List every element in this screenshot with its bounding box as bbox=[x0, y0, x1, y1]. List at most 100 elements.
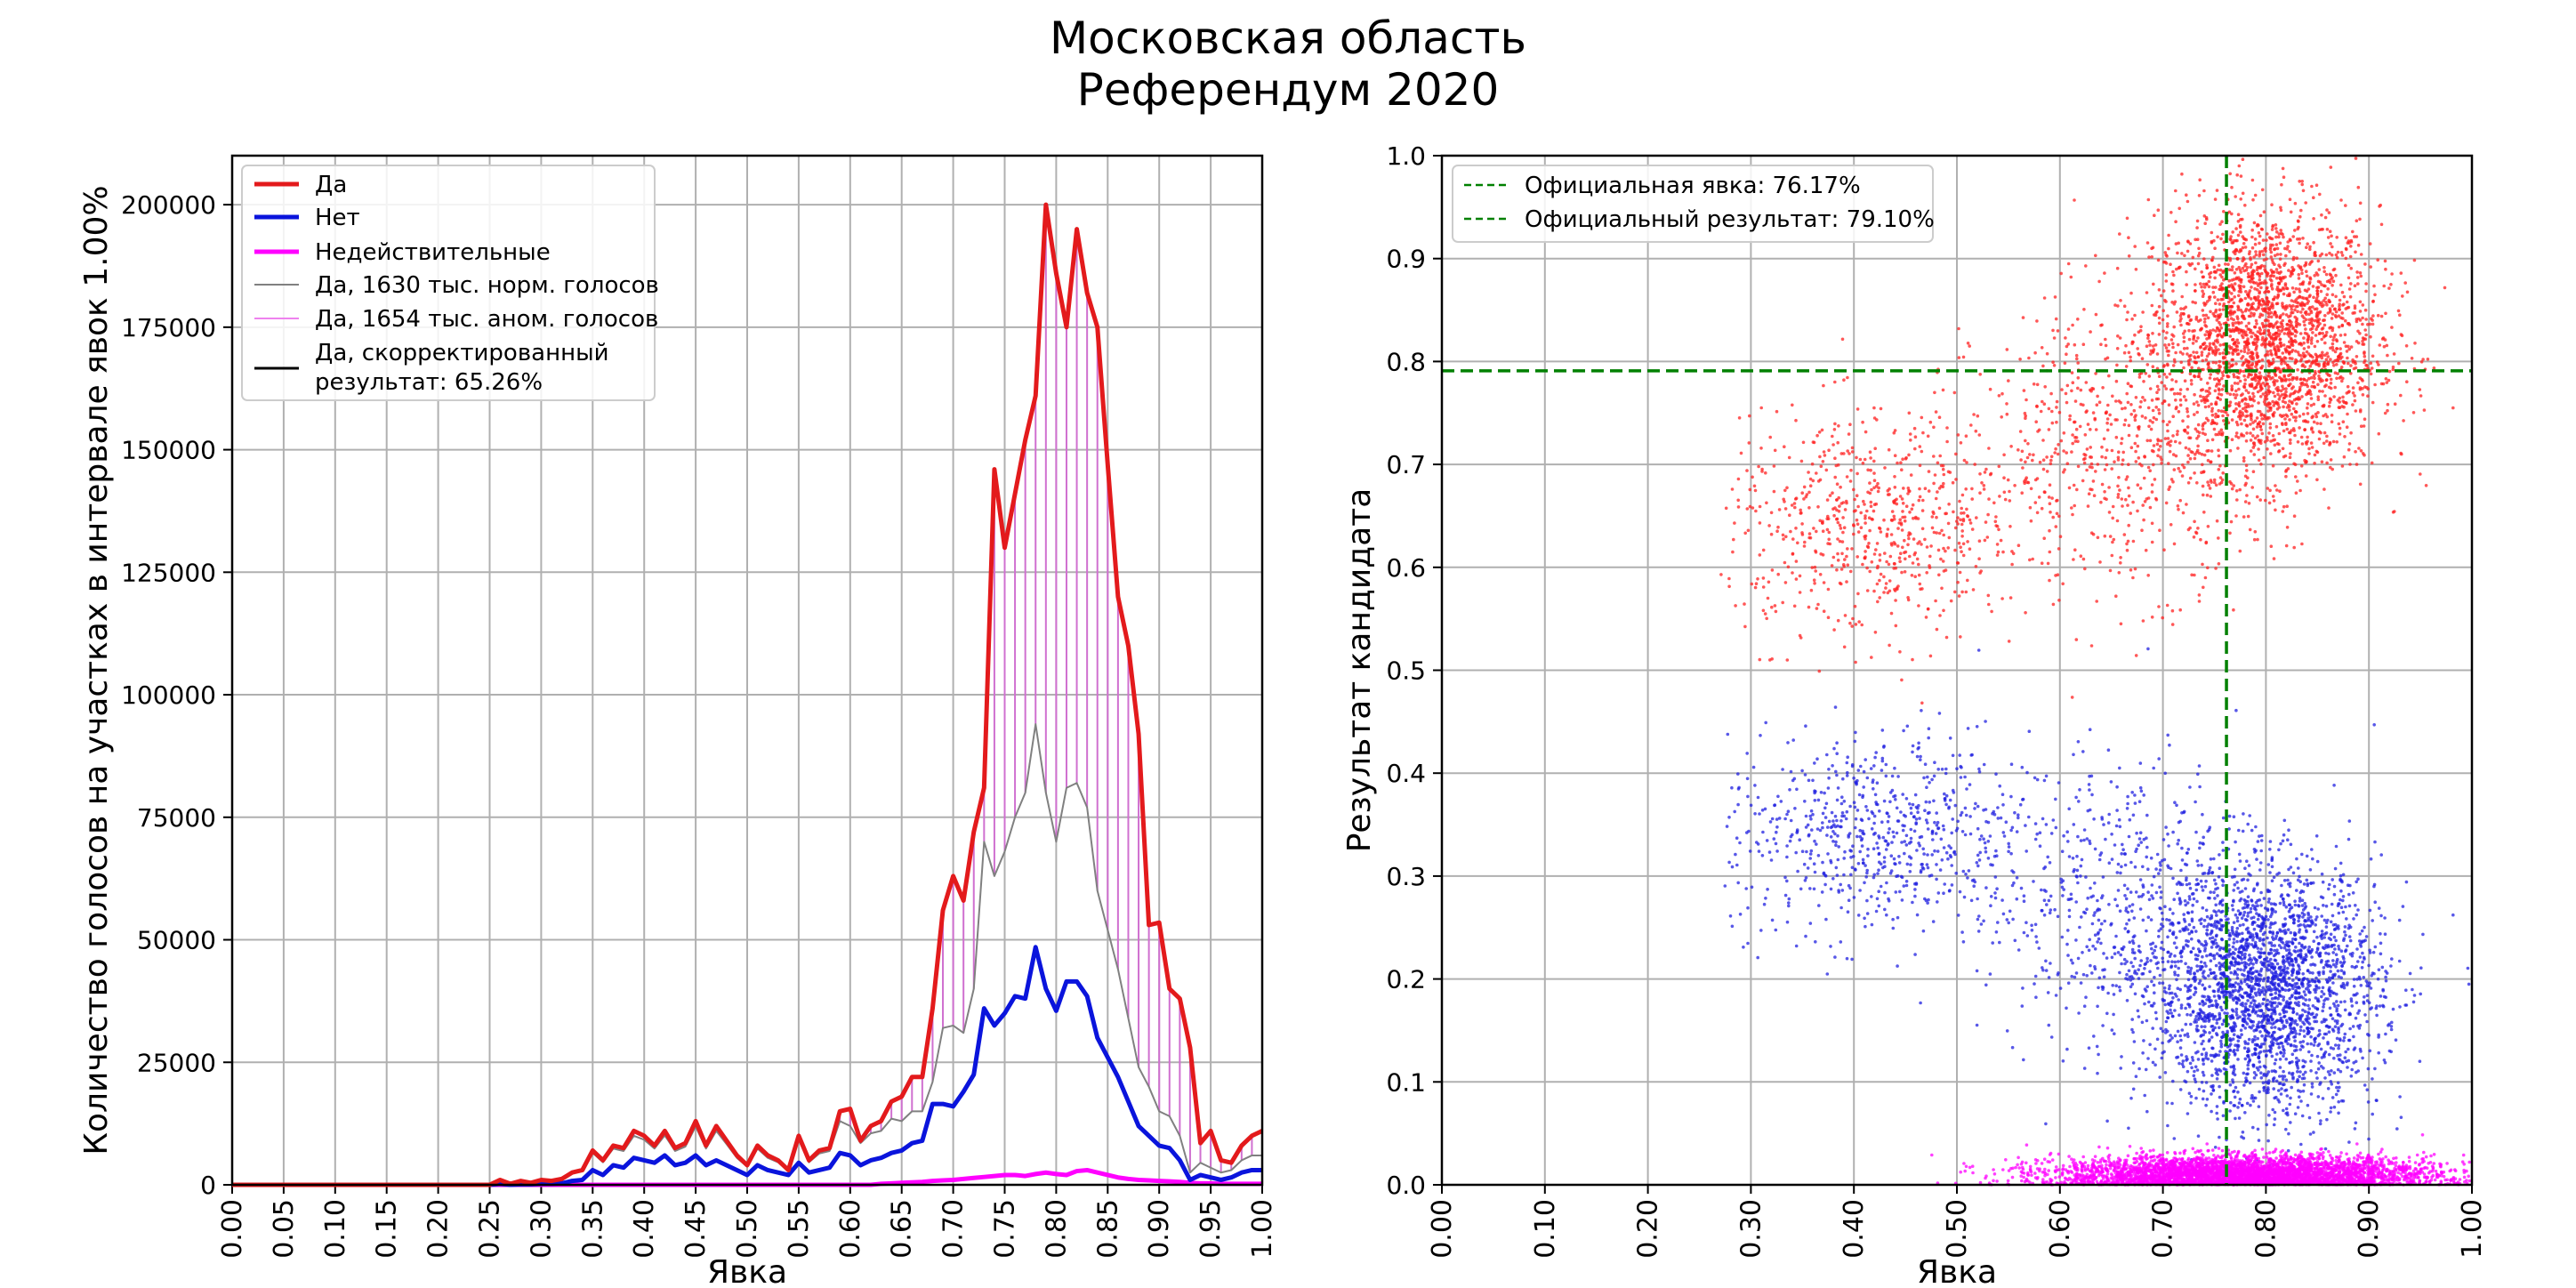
scatter-point bbox=[2235, 498, 2239, 502]
scatter-point bbox=[2241, 191, 2245, 196]
scatter-point bbox=[2252, 537, 2257, 542]
scatter-point bbox=[1884, 586, 1888, 590]
scatter-point bbox=[2242, 1046, 2247, 1050]
scatter-point bbox=[2055, 420, 2058, 424]
scatter-point bbox=[2247, 864, 2251, 867]
scatter-point bbox=[1746, 528, 1751, 533]
scatter-point bbox=[2256, 356, 2259, 359]
scatter-point bbox=[2070, 696, 2074, 699]
scatter-point bbox=[2282, 175, 2286, 179]
scatter-point bbox=[2258, 1090, 2261, 1094]
scatter-point bbox=[2364, 318, 2368, 321]
scatter-point bbox=[1836, 618, 1840, 623]
scatter-point bbox=[2121, 407, 2124, 411]
scatter-point bbox=[2250, 311, 2253, 315]
scatter-point bbox=[2190, 573, 2194, 577]
scatter-point bbox=[1864, 550, 1867, 553]
scatter-point bbox=[2337, 325, 2341, 329]
scatter-point bbox=[2233, 382, 2237, 385]
scatter-point bbox=[2118, 232, 2121, 236]
scatter-point bbox=[2194, 301, 2197, 305]
scatter-point bbox=[2146, 496, 2151, 500]
scatter-point bbox=[1743, 624, 1747, 629]
scatter-point bbox=[2278, 276, 2282, 279]
scatter-point bbox=[2356, 341, 2361, 345]
scatter-point bbox=[1944, 635, 1949, 640]
scatter-point bbox=[2054, 574, 2057, 577]
scatter-point bbox=[2269, 315, 2274, 319]
scatter-point bbox=[2327, 211, 2331, 214]
scatter-point bbox=[2284, 421, 2288, 425]
scatter-point bbox=[2311, 285, 2315, 288]
scatter-point bbox=[1731, 550, 1735, 554]
scatter-point bbox=[2238, 1097, 2242, 1101]
scatter-point bbox=[2310, 415, 2314, 420]
scatter-point bbox=[1819, 464, 1823, 468]
scatter-point bbox=[2025, 455, 2030, 460]
scatter-point bbox=[2018, 430, 2023, 433]
scatter-point bbox=[2321, 390, 2324, 393]
scatter-point bbox=[2376, 258, 2379, 262]
scatter-point bbox=[2371, 400, 2375, 405]
scatter-point bbox=[2296, 350, 2300, 354]
scatter-point bbox=[2330, 253, 2334, 257]
scatter-point bbox=[2073, 548, 2077, 551]
scatter-point bbox=[2249, 423, 2252, 426]
scatter-point bbox=[2057, 410, 2062, 415]
scatter-point bbox=[2288, 408, 2291, 412]
scatter-point bbox=[2343, 435, 2347, 439]
scatter-point bbox=[2228, 258, 2232, 262]
scatter-point bbox=[2355, 319, 2359, 324]
scatter-point bbox=[1960, 529, 1964, 533]
scatter-point bbox=[2309, 261, 2313, 264]
scatter-point bbox=[2273, 254, 2277, 258]
scatter-point bbox=[2355, 318, 2359, 321]
scatter-point bbox=[2167, 233, 2170, 237]
scatter-point bbox=[1836, 520, 1840, 525]
scatter-point bbox=[2165, 350, 2169, 353]
y-axis-label: Количество голосов на участках в интерва… bbox=[78, 185, 115, 1155]
scatter-point bbox=[2352, 978, 2356, 981]
scatter-point bbox=[2276, 366, 2281, 370]
scatter-point bbox=[2071, 433, 2074, 437]
scatter-point bbox=[2283, 262, 2287, 266]
scatter-point bbox=[2207, 333, 2210, 337]
scatter-point bbox=[2242, 361, 2246, 365]
scatter-point bbox=[2298, 342, 2302, 346]
scatter-point bbox=[1796, 541, 1799, 545]
scatter-point bbox=[2334, 338, 2339, 342]
scatter-point bbox=[2124, 365, 2129, 368]
scatter-point bbox=[2156, 258, 2161, 262]
scatter-point bbox=[2466, 966, 2470, 970]
scatter-point bbox=[2261, 253, 2266, 257]
scatter-point bbox=[2348, 1026, 2352, 1031]
scatter-point bbox=[2324, 378, 2329, 382]
scatter-point bbox=[2357, 447, 2361, 450]
scatter-point bbox=[2148, 419, 2153, 423]
scatter-point bbox=[2318, 310, 2322, 314]
scatter-point bbox=[2193, 413, 2196, 416]
scatter-point bbox=[2335, 1085, 2339, 1090]
scatter-point bbox=[2212, 265, 2217, 270]
scatter-point bbox=[2298, 426, 2301, 430]
scatter-point bbox=[2214, 361, 2218, 365]
scatter-point bbox=[2249, 439, 2253, 442]
scatter-point bbox=[2364, 289, 2368, 294]
x-tick-label: 0.60 bbox=[835, 1199, 866, 1259]
scatter-point bbox=[2083, 433, 2088, 437]
scatter-point bbox=[2285, 427, 2290, 431]
scatter-point bbox=[2205, 449, 2209, 453]
scatter-point bbox=[2193, 456, 2197, 461]
scatter-point bbox=[2035, 319, 2039, 323]
scatter-point bbox=[2279, 1092, 2283, 1096]
scatter-point bbox=[2302, 347, 2306, 350]
legend-label: Недействительные bbox=[315, 239, 551, 266]
scatter-point bbox=[2122, 533, 2127, 536]
scatter-point bbox=[2294, 298, 2298, 302]
scatter-point bbox=[2228, 448, 2233, 453]
x-tick-label: 0.25 bbox=[475, 1199, 506, 1259]
scatter-point bbox=[2266, 1021, 2269, 1026]
scatter-point bbox=[2294, 286, 2298, 291]
scatter-point bbox=[2218, 1050, 2222, 1053]
scatter-point bbox=[1956, 516, 1960, 519]
